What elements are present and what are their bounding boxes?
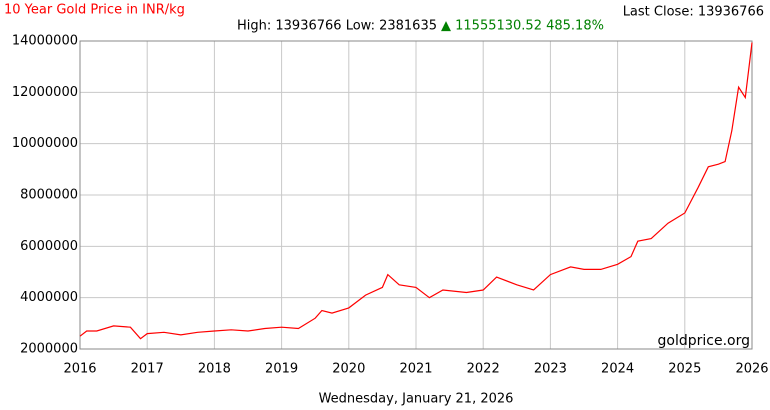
y-tick-label: 2000000 — [20, 342, 78, 357]
x-tick-label: 2022 — [467, 362, 500, 377]
stats: High: 13936766 Low: 2381635 — [237, 19, 437, 34]
x-tick-label: 2021 — [399, 362, 432, 377]
change: ▲ 11555130.52 485.18% — [441, 19, 604, 34]
y-tick-label: 8000000 — [20, 188, 78, 203]
plot-border — [79, 40, 753, 350]
date: Wednesday, January 21, 2026 — [319, 392, 514, 407]
price-line — [79, 42, 753, 340]
x-tick-label: 2026 — [735, 362, 768, 377]
y-tick-label: 10000000 — [12, 136, 78, 151]
x-tick-label: 2019 — [265, 362, 298, 377]
x-tick-label: 2023 — [534, 362, 567, 377]
last-close: Last Close: 13936766 — [623, 5, 764, 20]
x-tick-label: 2025 — [668, 362, 701, 377]
watermark: goldprice.org — [658, 333, 750, 349]
x-tick-label: 2020 — [332, 362, 365, 377]
x-tick-label: 2017 — [131, 362, 164, 377]
y-tick-label: 4000000 — [20, 290, 78, 305]
x-tick-label: 2016 — [63, 362, 96, 377]
y-tick-label: 6000000 — [20, 239, 78, 254]
x-tick-label: 2018 — [198, 362, 231, 377]
x-tick-label: 2024 — [601, 362, 634, 377]
y-tick-label: 14000000 — [12, 34, 78, 49]
chart-title: 10 Year Gold Price in INR/kg — [4, 3, 185, 18]
y-tick-label: 12000000 — [12, 85, 78, 100]
